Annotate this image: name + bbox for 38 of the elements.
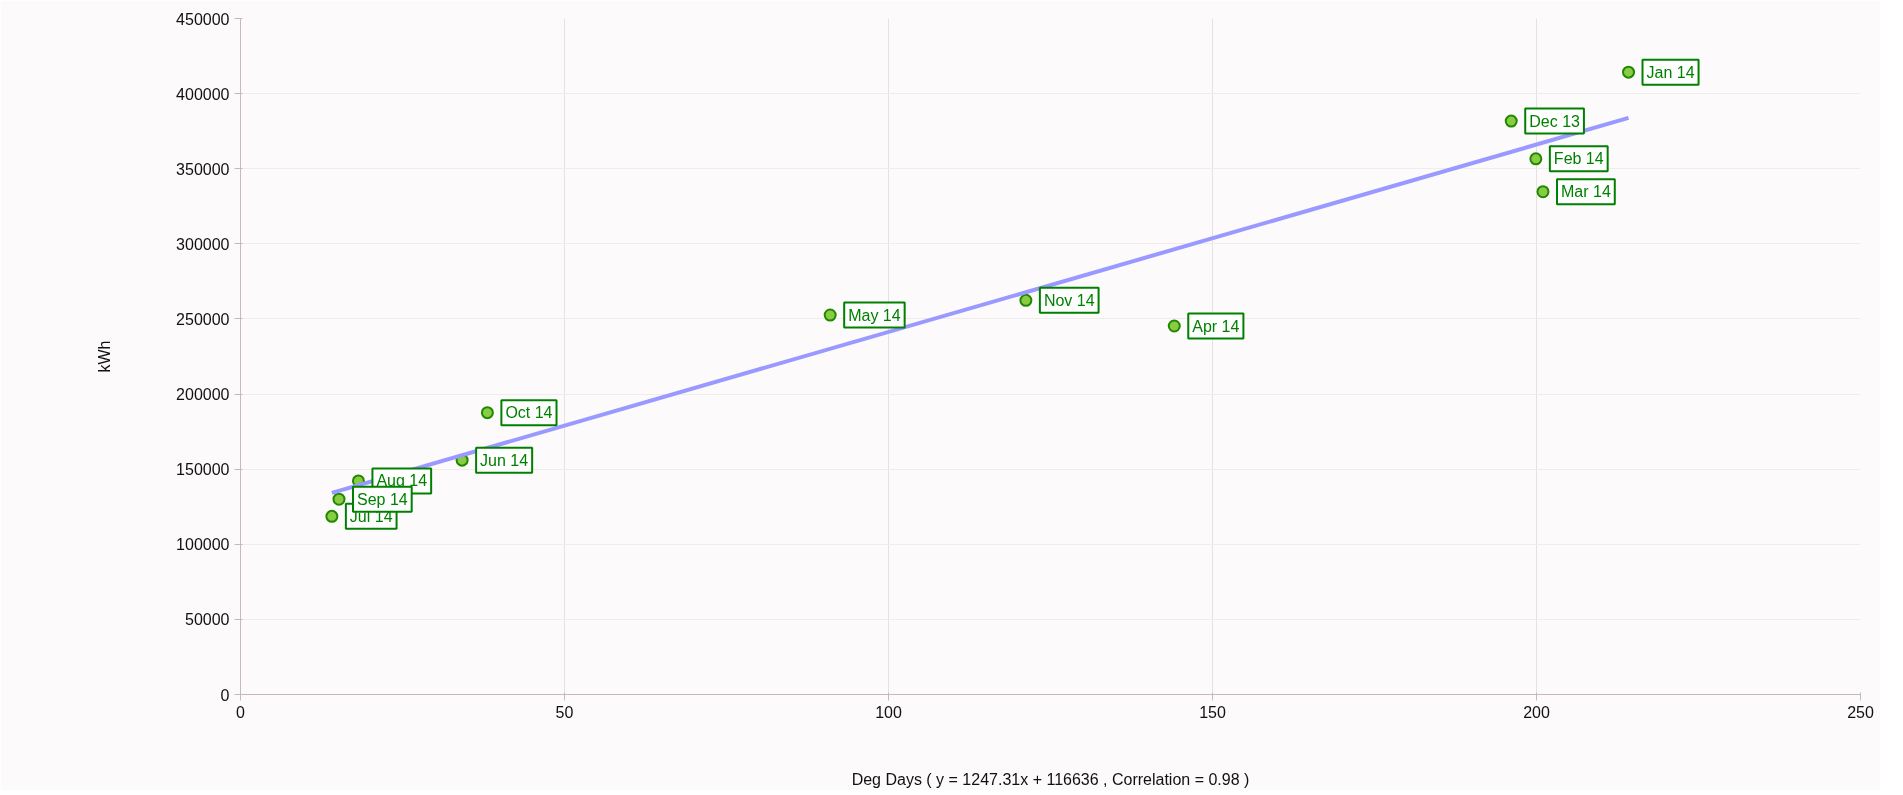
- point: [1529, 152, 1543, 166]
- point: [480, 406, 494, 420]
- x-tick-label: 100: [875, 703, 902, 721]
- x-tick-label: 200: [1523, 703, 1550, 721]
- y-tick-label: 50000: [185, 611, 230, 629]
- annotation: Jun 14: [480, 451, 529, 469]
- point: [325, 509, 339, 523]
- x-tick-label: 250: [1847, 703, 1874, 721]
- annotation: Oct 14: [505, 404, 553, 422]
- y-tick-label: 200000: [176, 386, 230, 404]
- y-tick-label: 100000: [176, 536, 230, 554]
- annotation: Dec 13: [1529, 112, 1581, 130]
- point: [1167, 319, 1181, 333]
- annotation: May 14: [848, 306, 901, 324]
- y-tick-label: 150000: [176, 461, 230, 479]
- annotation: Jan 14: [1646, 63, 1695, 81]
- annotation: Mar 14: [1560, 183, 1611, 201]
- point: [1504, 114, 1518, 128]
- annotation: Apr 14: [1192, 317, 1240, 335]
- x-tick-label: 0: [236, 703, 246, 721]
- x-axis-title: Deg Days ( y = 1247.31x + 116636 , Correlation = 0.98 ): [851, 770, 1250, 788]
- y-tick-label: 300000: [176, 235, 230, 253]
- point: [823, 308, 837, 322]
- annotation: Feb 14: [1553, 150, 1604, 168]
- point: [1536, 185, 1550, 199]
- point: [1019, 293, 1033, 307]
- y-tick-label: 0: [220, 686, 230, 704]
- point: [332, 492, 346, 506]
- y-tick-label: 450000: [176, 10, 230, 28]
- point: [1622, 65, 1636, 79]
- annotation: Sep 14: [357, 490, 408, 508]
- y-axis-title: kWh: [96, 340, 114, 373]
- y-tick-label: 350000: [176, 160, 230, 178]
- y-tick-label: 250000: [176, 310, 230, 328]
- x-tick-label: 50: [555, 703, 574, 721]
- y-tick-label: 400000: [176, 85, 230, 103]
- x-tick-label: 150: [1199, 703, 1226, 721]
- annotation: Nov 14: [1043, 291, 1095, 309]
